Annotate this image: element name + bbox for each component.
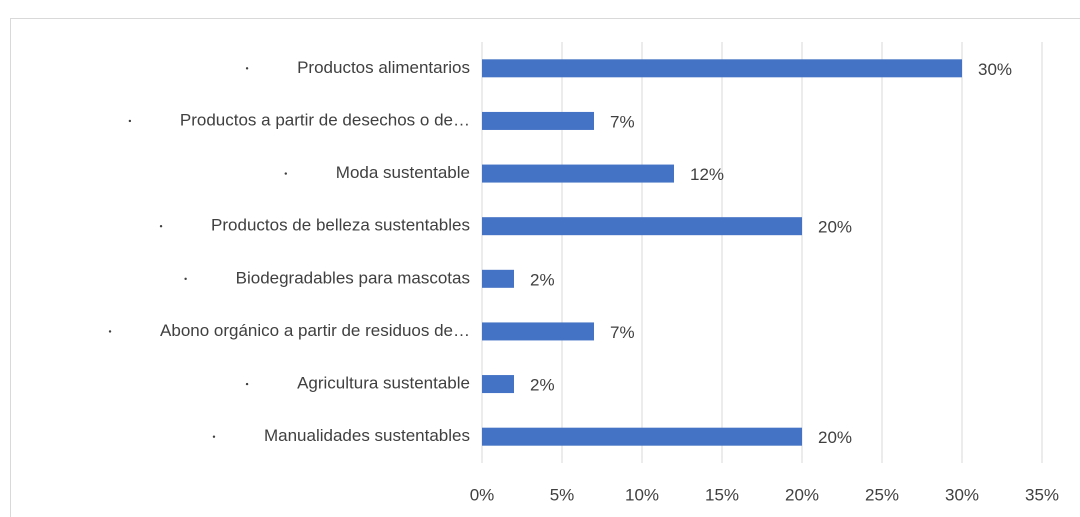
bullet — [184, 277, 187, 281]
x-tick-label: 35% — [1025, 485, 1059, 504]
bullet — [284, 172, 287, 175]
category-label: Agricultura sustentable — [297, 374, 470, 393]
bar — [482, 427, 802, 446]
x-tick-label: 25% — [865, 485, 899, 504]
category-label: Productos alimentarios — [297, 58, 470, 77]
category-label: Abono orgánico a partir de residuos de… — [160, 321, 470, 340]
category-label: Biodegradables para mascotas — [236, 268, 470, 287]
bullet — [212, 435, 216, 438]
bar — [482, 269, 514, 288]
x-tick-label: 10% — [625, 485, 659, 504]
bar — [482, 59, 962, 78]
bar — [482, 111, 594, 130]
value-label: 2% — [530, 376, 555, 395]
bullet — [245, 382, 249, 386]
category-label: Productos a partir de desechos o de… — [180, 110, 470, 129]
bar — [482, 217, 802, 236]
value-label: 7% — [610, 112, 635, 131]
value-label: 30% — [978, 60, 1012, 79]
category-label: Productos de belleza sustentables — [211, 216, 470, 235]
bar — [482, 164, 674, 183]
value-label: 7% — [610, 323, 635, 342]
chart-frame — [10, 18, 1080, 517]
value-label: 20% — [818, 428, 852, 447]
value-label: 2% — [530, 270, 555, 289]
x-tick-label: 5% — [550, 485, 575, 504]
bar — [482, 322, 594, 341]
x-tick-label: 0% — [470, 485, 495, 504]
x-tick-label: 20% — [785, 485, 819, 504]
value-label: 20% — [818, 218, 852, 237]
bullet — [128, 119, 132, 123]
bullet — [245, 67, 249, 70]
bullet — [108, 330, 112, 333]
value-label: 12% — [690, 165, 724, 184]
x-tick-label: 30% — [945, 485, 979, 504]
category-label: Moda sustentable — [336, 163, 470, 182]
bullet — [159, 224, 163, 228]
category-label: Manualidades sustentables — [264, 426, 470, 445]
x-tick-label: 15% — [705, 485, 739, 504]
bar — [482, 375, 514, 394]
